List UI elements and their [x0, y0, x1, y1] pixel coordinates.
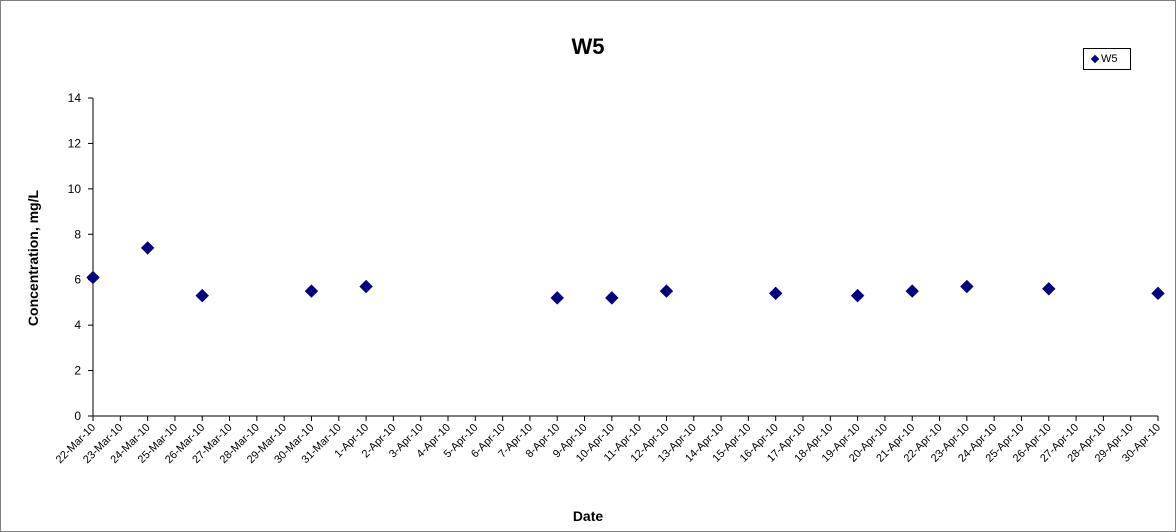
data-point: [195, 288, 209, 303]
x-axis-label: Date: [572, 508, 604, 524]
y-tick-label: 10: [68, 182, 82, 196]
y-tick-label: 0: [74, 409, 81, 423]
data-point: [850, 288, 865, 303]
data-point: [359, 279, 373, 294]
data-point: [86, 270, 100, 285]
y-tick-label: 8: [74, 227, 81, 241]
data-point: [304, 284, 319, 298]
y-tick-label: 12: [68, 136, 82, 150]
y-tick-label: 2: [74, 364, 81, 378]
data-point: [140, 241, 155, 255]
data-point: [605, 291, 619, 305]
chart-title: W5: [571, 34, 605, 59]
data-point: [1151, 286, 1165, 301]
data-point: [550, 291, 564, 305]
legend: W5: [1083, 48, 1131, 70]
data-point: [960, 279, 974, 294]
y-tick-label: 6: [74, 273, 81, 287]
data-point: [659, 284, 674, 298]
data-point: [1042, 282, 1056, 296]
y-tick-label: 4: [74, 318, 81, 332]
legend-label: W5: [1101, 53, 1118, 65]
data-point: [905, 284, 919, 298]
y-tick-label: 14: [68, 91, 82, 105]
data-point: [768, 286, 783, 301]
